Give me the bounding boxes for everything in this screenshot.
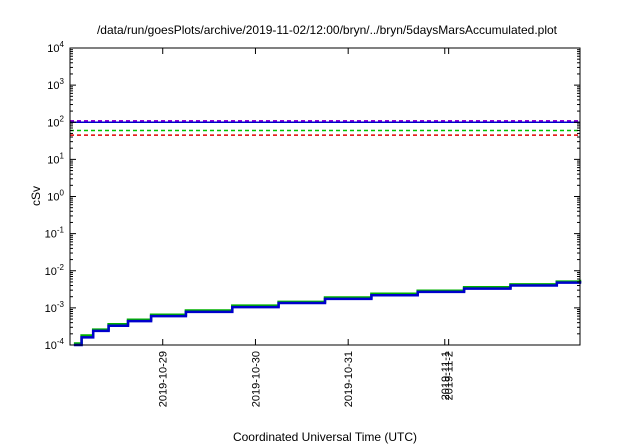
- x-axis-label: Coordinated Universal Time (UTC): [233, 430, 417, 444]
- series-line-4: [73, 281, 582, 347]
- axis-layer: 10-4 10-3 10-2 10-1 100 101 102 103 104 2019-10-2…: [45, 40, 580, 407]
- y-tick-label: 100: [47, 189, 64, 204]
- y-tick-label: 10-4: [45, 337, 65, 352]
- y-tick-label: 10-2: [45, 263, 65, 278]
- plot-frame: [69, 47, 581, 346]
- x-tick-label: 2019-10-31: [343, 351, 355, 407]
- x-tick-label: 2019-10-29: [158, 351, 170, 407]
- y-tick-label: 104: [47, 40, 64, 55]
- y-tick-label: 101: [47, 151, 64, 166]
- y-tick-label: 103: [47, 77, 64, 92]
- y-tick-label: 102: [47, 114, 64, 129]
- x-tick-label: 2019-11-1: [440, 351, 452, 400]
- series-layer: [70, 119, 582, 347]
- y-tick-label: 10-3: [45, 300, 65, 315]
- y-axis-label: cSv: [29, 186, 43, 206]
- x-tick-label: 2019-11-2: [444, 351, 456, 400]
- x-tick-label: 2019-10-30: [251, 351, 263, 407]
- chart-title: /data/run/goesPlots/archive/2019-11-02/1…: [97, 23, 558, 37]
- y-tick-label: 10-1: [45, 226, 65, 241]
